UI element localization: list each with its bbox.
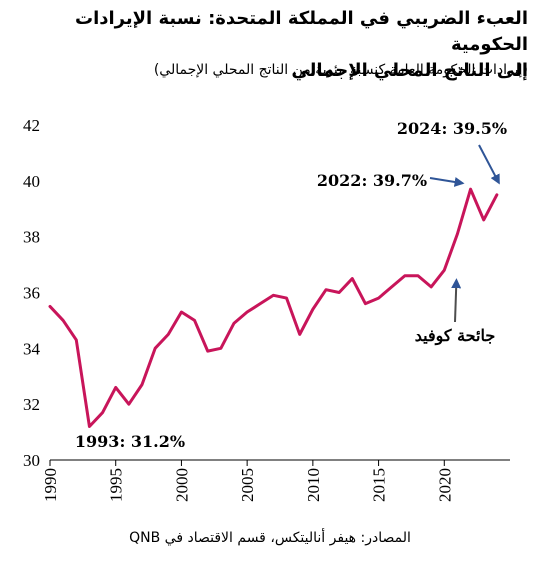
y-tick-label: 40 bbox=[23, 172, 40, 191]
y-tick-label: 42 bbox=[23, 116, 40, 135]
series-line bbox=[48, 187, 499, 428]
x-tick-label-group: 2005 bbox=[238, 468, 257, 502]
annotation-covid-label: جائحة كوفيد bbox=[415, 326, 496, 346]
x-tick-label: 2000 bbox=[172, 468, 191, 502]
axes: 30 32 34 36 38 40 42 1990 1995 2000 2005 2010 2015 20… bbox=[23, 116, 510, 502]
x-tick-label: 2020 bbox=[435, 468, 454, 502]
annotation-2024-arrow bbox=[478, 144, 500, 185]
x-tick-label-group: 2010 bbox=[304, 468, 323, 502]
annotation-2022-label: 2022: 39.7% bbox=[317, 171, 427, 190]
x-tick-label-group: 2020 bbox=[435, 468, 454, 502]
x-tick-label: 2005 bbox=[238, 468, 257, 502]
x-tick-label: 1995 bbox=[107, 468, 126, 502]
annotation-1993-label: 1993: 31.2% bbox=[75, 432, 185, 451]
y-tick-label: 32 bbox=[23, 395, 40, 414]
source-note: المصادر: هيفر أناليتكس، قسم الاقتصاد في … bbox=[129, 530, 411, 546]
x-tick-label-group: 1995 bbox=[107, 468, 126, 502]
y-tick-label: 38 bbox=[23, 228, 40, 247]
y-tick-label: 34 bbox=[23, 339, 41, 358]
annotation-2022-arrow bbox=[429, 177, 465, 187]
series-layer bbox=[48, 187, 499, 428]
chart-title: العبء الضريبي في المملكة المتحدة: نسبة ا… bbox=[8, 6, 528, 84]
chart-subtitle: (إيرادات الحكومة العامة كنسبة مئوية من ا… bbox=[153, 62, 528, 78]
x-tick-label-group: 2000 bbox=[172, 468, 191, 502]
chart-title-line-1: العبء الضريبي في المملكة المتحدة: نسبة ا… bbox=[75, 8, 528, 55]
x-tick-label: 2015 bbox=[370, 468, 389, 502]
annotation-covid-arrow bbox=[451, 278, 462, 323]
chart-title-line-2: إلى الناتج المحلي الإجمالي bbox=[291, 60, 528, 81]
y-tick-label: 36 bbox=[23, 284, 40, 303]
x-tick-label: 1990 bbox=[41, 468, 60, 502]
x-tick-label-group: 2015 bbox=[370, 468, 389, 502]
annotation-2024-label: 2024: 39.5% bbox=[397, 119, 507, 138]
x-tick-label: 2010 bbox=[304, 468, 323, 502]
y-tick-label: 30 bbox=[23, 451, 40, 470]
annotations-layer: 1993: 31.2% 2022: 39.7% 2024: 39.5% جائحة ك… bbox=[75, 119, 507, 451]
x-tick-label-group: 1990 bbox=[41, 468, 60, 502]
